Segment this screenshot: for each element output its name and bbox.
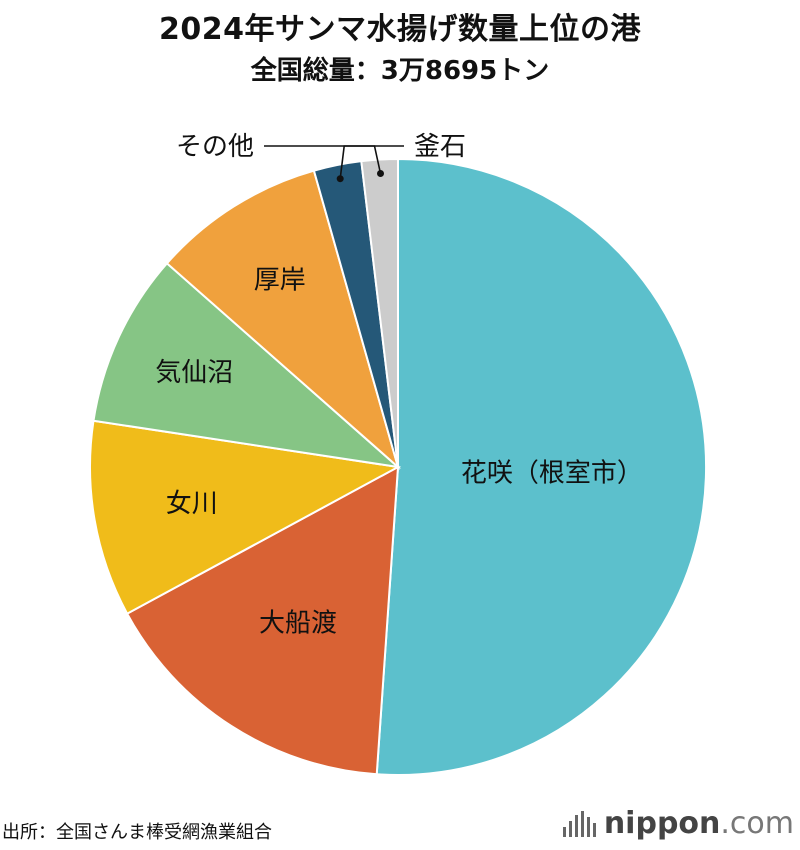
- pie-slices: [89, 157, 708, 776]
- pie-slice-4: [165, 169, 400, 470]
- slice-label-5: 釜石: [414, 132, 466, 162]
- slice-label-2: 女川: [166, 489, 218, 519]
- pie-slice-2: [89, 419, 402, 616]
- pie-slice-0: [375, 157, 708, 776]
- pie-slice-3: [92, 261, 402, 469]
- slice-label-6: その他: [176, 132, 254, 162]
- logo-bars-icon: [562, 810, 596, 837]
- slice-label-3: 気仙沼: [155, 358, 233, 388]
- nippon-logo: nippon.com: [562, 806, 794, 841]
- slice-label-0: 花咲（根室市）: [461, 458, 643, 488]
- callout-line-6: [264, 145, 382, 174]
- source-note: 出所：全国さんま棒受網漁業組合: [2, 822, 272, 843]
- pie-slice-1: [125, 465, 400, 776]
- chart-title: 2024年サンマ水揚げ数量上位の港: [159, 12, 641, 47]
- pie-labels: 花咲（根室市） 大船渡 女川 気仙沼 厚岸 釜石 その他: [155, 132, 643, 638]
- logo-main-text: nippon: [603, 806, 721, 841]
- slice-label-4: 厚岸: [254, 265, 306, 295]
- pie-slice-6: [360, 157, 399, 468]
- logo-domain-text: .com: [720, 806, 794, 841]
- chart-subtitle: 全国総量：3万8695トン: [250, 56, 550, 86]
- slice-label-1: 大船渡: [259, 608, 337, 638]
